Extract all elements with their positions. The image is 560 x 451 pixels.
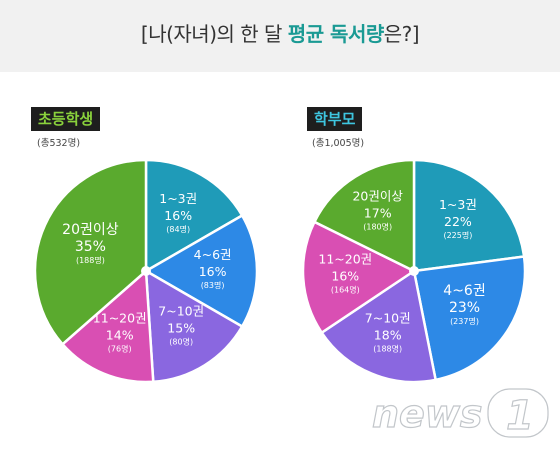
svg-text:1: 1 [506,393,534,439]
pie-0-slice-2-percent: 15% [167,321,195,336]
svg-text:news: news [372,392,483,436]
pie-1-center-dot [409,266,419,276]
pie-1-slice-4 [312,158,416,274]
pie-0-slice-0-count: (84명) [166,224,190,234]
pie-0-slice-3-label: 11~20권 [93,311,147,326]
pie-0-slice-1 [143,213,259,329]
news1-watermark-logo: news 1 [372,388,549,440]
pie-1-slice-2-percent: 18% [374,328,402,343]
title-suffix: 은?] [383,22,420,46]
pie-1-slice-4-label: 20권이상 [352,189,403,204]
pie-1-slice-2 [319,268,438,384]
header-band [0,0,560,72]
title-highlight: 평균 독서량 [287,22,384,46]
pie-1-slice-1 [412,255,527,382]
pie-0-slice-1-percent: 16% [199,264,227,279]
pie-1-slice-1-label: 4~6권 [443,283,485,299]
pie-1-slice-4-percent: 17% [364,206,392,221]
pie-0-slice-4-percent: 35% [75,239,106,255]
pie-0-slice-4-count: (188명) [76,255,105,265]
pie-1-slice-0-label: 1~3권 [439,197,477,212]
pie-0-slice-1-count: (83명) [201,280,225,290]
pie-0-slice-2-label: 7~10권 [158,304,204,319]
pie-1-slice-3-percent: 16% [331,269,359,284]
page-title: [나(자녀)의 한 달 평균 독서량은?] [0,18,560,47]
pie-0-slice-3-count: (76명) [108,344,132,354]
chart-1-title-badge: 초등학생 [31,107,101,131]
pie-1-slice-2-count: (188명) [373,344,402,354]
pie-1-slice-3 [301,220,417,335]
pie-1-slice-0-percent: 22% [444,214,472,229]
pie-0-center-dot [141,266,151,276]
pie-1-slice-1-percent: 23% [449,300,480,316]
title-prefix: [나(자녀)의 한 달 [140,22,288,46]
pie-0-slice-0-percent: 16% [164,208,192,223]
pie-1-slice-3-label: 11~20권 [318,252,372,267]
pie-0-slice-0 [144,158,244,274]
pie-1-slice-1-count: (237명) [450,316,479,326]
pie-0-slice-4-label: 20권이상 [62,222,119,238]
pie-0-slice-2 [144,268,244,384]
pie-0-slice-1-label: 4~6권 [194,247,232,262]
chart-1-total: (총532명) [37,138,81,149]
pie-0-slice-3-percent: 14% [106,328,134,343]
pie-0-slice-0-label: 1~3권 [159,191,197,206]
pie-1-slice-0 [412,158,526,273]
pie-1-slice-4-count: (180명) [363,222,392,232]
pie-0-slice-2-count: (80명) [169,337,193,347]
chart-2-total: (총1,005명) [312,138,365,149]
chart-2-title-badge: 학부모 [307,107,363,131]
pie-1-slice-0-count: (225명) [443,230,472,240]
pie-0-slice-3 [60,268,155,384]
pie-0-slice-4 [33,158,148,346]
pie-1-slice-2-label: 7~10권 [365,311,411,326]
pie-1-slice-3-count: (164명) [331,285,360,295]
